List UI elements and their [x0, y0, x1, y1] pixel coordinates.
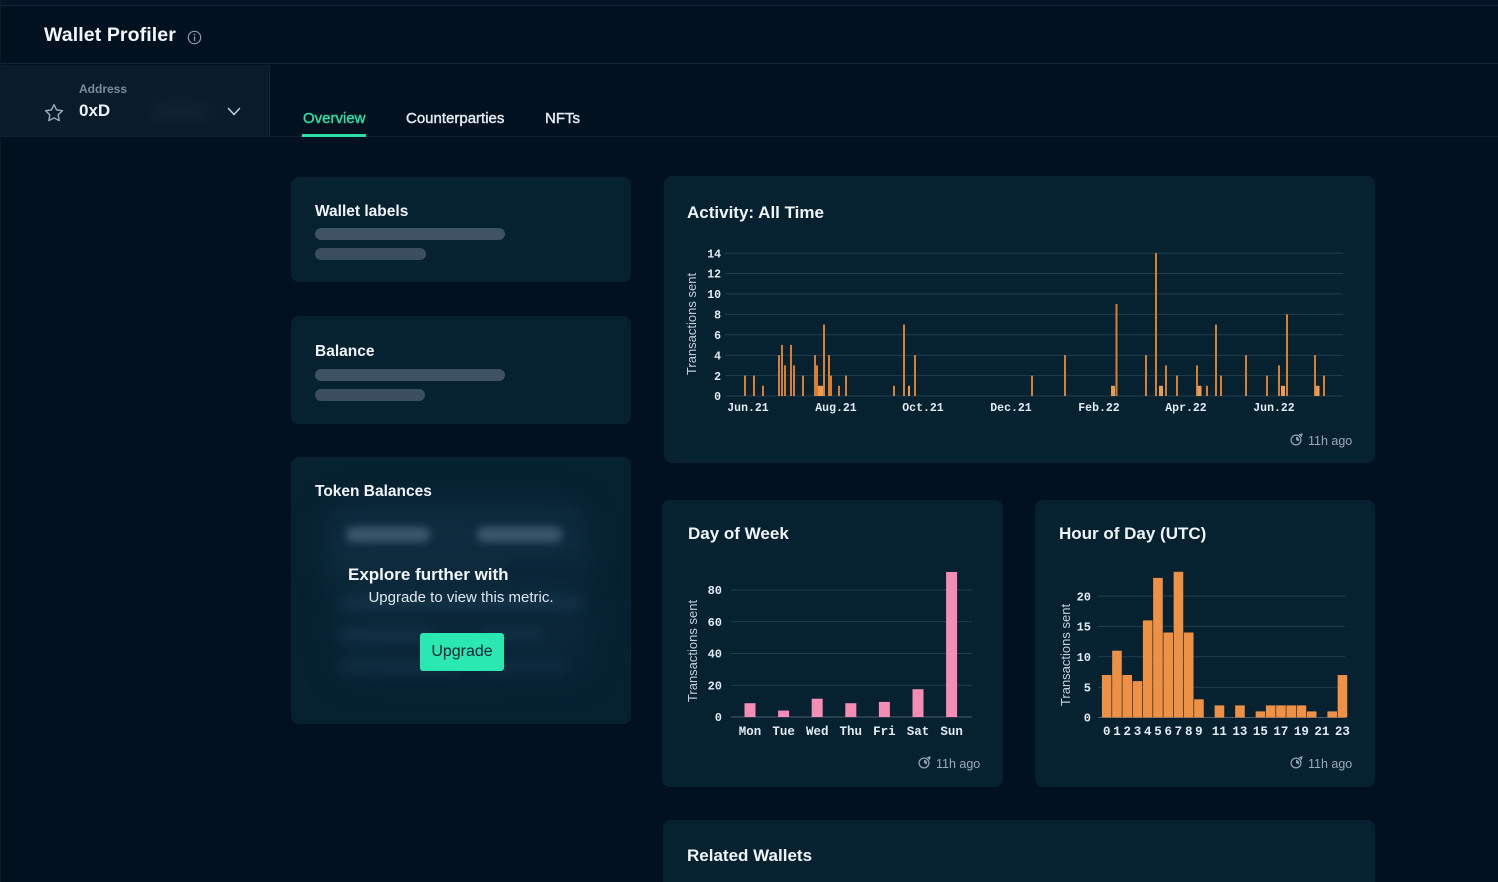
svg-text:Transactions sent: Transactions sent — [684, 273, 699, 376]
svg-text:0: 0 — [714, 391, 721, 404]
svg-text:Wed: Wed — [806, 725, 829, 739]
svg-text:Tue: Tue — [772, 725, 795, 739]
svg-text:7: 7 — [1175, 725, 1183, 739]
svg-text:10: 10 — [707, 289, 721, 302]
svg-text:11h ago: 11h ago — [1308, 434, 1352, 448]
svg-text:5: 5 — [1154, 725, 1162, 739]
svg-text:Aug.21: Aug.21 — [815, 402, 857, 415]
svg-text:4: 4 — [1144, 725, 1152, 739]
svg-text:60: 60 — [708, 616, 722, 630]
svg-text:9: 9 — [1195, 725, 1203, 739]
svg-text:3: 3 — [1134, 725, 1142, 739]
svg-text:Dec.21: Dec.21 — [990, 402, 1032, 415]
svg-text:Jun.21: Jun.21 — [727, 402, 769, 415]
svg-text:15: 15 — [1077, 621, 1091, 635]
svg-text:6: 6 — [1164, 725, 1172, 739]
svg-text:Thu: Thu — [840, 725, 863, 739]
svg-text:40: 40 — [708, 648, 722, 662]
svg-text:6: 6 — [714, 330, 721, 343]
svg-text:Transactions sent: Transactions sent — [1058, 604, 1073, 707]
svg-text:Sun: Sun — [940, 725, 963, 739]
svg-text:2: 2 — [714, 371, 721, 384]
svg-text:8: 8 — [714, 310, 721, 323]
svg-text:Feb.22: Feb.22 — [1078, 402, 1120, 415]
svg-text:11h ago: 11h ago — [1308, 757, 1352, 771]
svg-text:0: 0 — [715, 711, 722, 725]
svg-text:19: 19 — [1294, 725, 1309, 739]
svg-text:Transactions sent: Transactions sent — [685, 600, 700, 703]
svg-text:20: 20 — [1077, 590, 1091, 604]
svg-text:1: 1 — [1113, 725, 1121, 739]
svg-text:21: 21 — [1314, 725, 1329, 739]
svg-text:12: 12 — [707, 269, 721, 282]
svg-text:15: 15 — [1253, 725, 1268, 739]
svg-text:20: 20 — [708, 679, 722, 693]
svg-text:Jun.22: Jun.22 — [1253, 402, 1295, 415]
svg-text:Fri: Fri — [873, 725, 896, 739]
svg-text:11: 11 — [1212, 725, 1227, 739]
svg-text:Mon: Mon — [739, 725, 762, 739]
svg-text:11h ago: 11h ago — [936, 757, 980, 771]
svg-text:Apr.22: Apr.22 — [1165, 402, 1207, 415]
svg-text:2: 2 — [1123, 725, 1131, 739]
svg-text:14: 14 — [707, 248, 721, 261]
svg-text:8: 8 — [1185, 725, 1193, 739]
svg-text:5: 5 — [1084, 681, 1091, 695]
svg-text:4: 4 — [714, 350, 721, 363]
svg-text:0: 0 — [1103, 725, 1111, 739]
svg-text:23: 23 — [1335, 725, 1350, 739]
svg-text:Sat: Sat — [907, 725, 930, 739]
svg-text:17: 17 — [1273, 725, 1288, 739]
svg-text:10: 10 — [1077, 651, 1091, 665]
svg-text:80: 80 — [708, 584, 722, 598]
svg-text:Oct.21: Oct.21 — [902, 402, 944, 415]
svg-text:0: 0 — [1084, 712, 1091, 726]
svg-text:13: 13 — [1232, 725, 1247, 739]
